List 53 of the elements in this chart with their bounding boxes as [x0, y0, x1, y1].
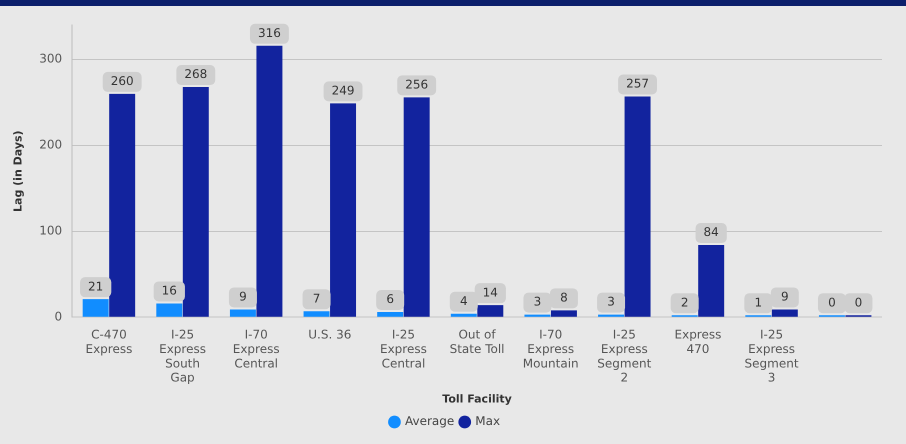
data-label: 16 — [162, 284, 177, 298]
bar — [698, 245, 724, 317]
data-label: 6 — [386, 292, 394, 306]
bar — [624, 96, 651, 317]
x-tick-label: I-25 Express South Gap — [159, 328, 206, 385]
bar — [230, 309, 256, 317]
x-tick-label: I-70 Express Mountain — [522, 328, 579, 370]
bar — [156, 303, 182, 317]
bar — [82, 299, 109, 317]
data-label: 268 — [184, 67, 208, 82]
data-label: 316 — [258, 26, 281, 40]
legend-label: Average — [404, 414, 454, 428]
bar — [404, 97, 430, 317]
data-label: 14 — [482, 285, 498, 300]
data-label: 0 — [828, 295, 836, 310]
bar — [330, 103, 356, 317]
x-tick-label: C-470 Express — [85, 328, 132, 356]
x-tick-label: U.S. 36 — [308, 328, 352, 342]
data-label: 257 — [626, 76, 650, 91]
y-tick-label: 300 — [39, 52, 62, 66]
x-axis-title: Toll Facility — [442, 392, 512, 406]
y-axis-title: Lag (in Days) — [11, 130, 24, 212]
x-tick-label: I-25 Express Central — [380, 328, 427, 370]
y-tick-label: 200 — [39, 138, 62, 152]
data-label: 260 — [110, 74, 134, 88]
data-label: 9 — [239, 290, 247, 304]
x-tick-label: Express 470 — [674, 328, 722, 356]
bar — [377, 312, 404, 317]
data-label: 21 — [88, 279, 104, 294]
data-label: 249 — [332, 83, 355, 98]
y-tick-label: 0 — [54, 309, 62, 324]
x-tick-label: I-70 Express Central — [232, 328, 280, 370]
data-label: 7 — [312, 291, 320, 306]
bar — [109, 94, 136, 317]
bar — [304, 311, 330, 317]
data-label: 3 — [534, 294, 542, 309]
bar — [182, 87, 209, 317]
data-label: 4 — [460, 294, 468, 308]
data-label: 1 — [754, 295, 762, 310]
data-label: 84 — [704, 225, 719, 240]
data-label: 3 — [607, 294, 615, 309]
data-label: 9 — [780, 290, 789, 304]
legend-label: Max — [475, 414, 500, 428]
y-tick-label: 100 — [39, 223, 62, 238]
data-label: 8 — [560, 290, 568, 304]
data-label: 2 — [680, 295, 688, 310]
x-tick-label: I-25 Express Segment 3 — [744, 328, 799, 385]
x-tick-label: I-25 Express Segment 2 — [597, 328, 652, 385]
data-label: 0 — [854, 295, 862, 310]
data-label: 256 — [405, 77, 428, 92]
x-tick-label: Out of State Toll — [450, 328, 504, 356]
bar — [256, 46, 282, 317]
bar — [550, 310, 577, 317]
